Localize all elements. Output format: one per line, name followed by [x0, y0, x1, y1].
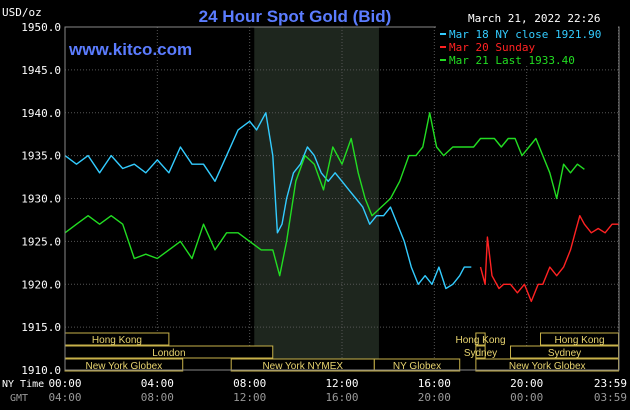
- session-bar-label: New York NYMEX: [262, 361, 343, 372]
- session-bar: Hong Kong: [64, 332, 170, 346]
- x-tick-label-ny: 00:00: [48, 377, 81, 390]
- y-tick-label: 1950.0: [21, 21, 61, 34]
- x-tick-label-gmt: 04:00: [48, 391, 81, 404]
- axes: 1950.0 1945.0 1940.0 1935.0 1930.0 1925.0 1920…: [21, 21, 627, 404]
- y-tick-label: 1930.0: [21, 193, 61, 206]
- session-bar: Hong Kong: [455, 332, 506, 346]
- x-tick-label-ny: 16:00: [418, 377, 451, 390]
- x-tick-label-ny: 23:59: [594, 377, 627, 390]
- session-bar: Sydney: [464, 345, 497, 359]
- x-tick-label-gmt: 12:00: [233, 391, 266, 404]
- price-series: [64, 112, 619, 303]
- session-bar-label: Hong Kong: [92, 335, 142, 346]
- plot-frame: [64, 26, 620, 371]
- session-bar-label: Sydney: [548, 348, 581, 359]
- session-bar-box: [475, 345, 486, 359]
- x-tick-label-gmt: 00:00: [510, 391, 543, 404]
- session-bar-label: Hong Kong: [555, 335, 605, 346]
- legend-entry: Mar 21 Last 1933.40: [449, 54, 575, 67]
- session-bar: London: [64, 345, 274, 359]
- y-tick-label: 1940.0: [21, 107, 61, 120]
- legend-entry: Mar 20 Sunday: [449, 41, 535, 54]
- x-tick-label-gmt: 20:00: [418, 391, 451, 404]
- session-bar: NY Globex: [373, 358, 461, 372]
- mar-21-series: [64, 112, 585, 277]
- y-tick-label: 1925.0: [21, 235, 61, 248]
- chart-title: 24 Hour Spot Gold (Bid): [199, 7, 392, 26]
- x-axis-ny-label: NY Time: [2, 379, 44, 390]
- x-tick-label-ny: 04:00: [141, 377, 174, 390]
- session-bar-box: [373, 358, 461, 372]
- session-bar-label: Sydney: [464, 348, 497, 359]
- session-bar-label: London: [152, 348, 185, 359]
- x-tick-label-ny: 08:00: [233, 377, 266, 390]
- x-tick-label-ny: 20:00: [510, 377, 543, 390]
- mar-20-series: [479, 214, 619, 303]
- x-tick-label-gmt: 08:00: [141, 391, 174, 404]
- legend-entry: Mar 18 NY close 1921.90: [449, 28, 601, 41]
- x-axis-gmt-label: GMT: [10, 393, 28, 404]
- session-bar-label: New York Globex: [509, 361, 586, 372]
- y-axis-unit-label: USD/oz: [2, 6, 42, 19]
- x-tick-label-ny: 12:00: [325, 377, 358, 390]
- session-bar-box: [475, 332, 486, 346]
- y-tick-label: 1945.0: [21, 64, 61, 77]
- session-bar: Hong Kong: [540, 332, 620, 346]
- mar-18-series: [64, 112, 472, 290]
- session-bar-label: NY Globex: [393, 361, 441, 372]
- source-label: www.kitco.com: [68, 40, 192, 59]
- x-tick-label-gmt: 16:00: [325, 391, 358, 404]
- y-tick-label: 1910.0: [21, 364, 61, 377]
- x-tick-label-gmt: 03:59: [594, 391, 627, 404]
- y-tick-label: 1935.0: [21, 150, 61, 163]
- y-tick-label: 1915.0: [21, 321, 61, 334]
- session-bar-label: Hong Kong: [455, 335, 505, 346]
- session-bar-label: New York Globex: [86, 361, 163, 372]
- y-tick-label: 1920.0: [21, 278, 61, 291]
- chart-timestamp: March 21, 2022 22:26: [468, 12, 600, 25]
- legend-box: [436, 26, 618, 66]
- session-bar: Sydney: [510, 345, 620, 359]
